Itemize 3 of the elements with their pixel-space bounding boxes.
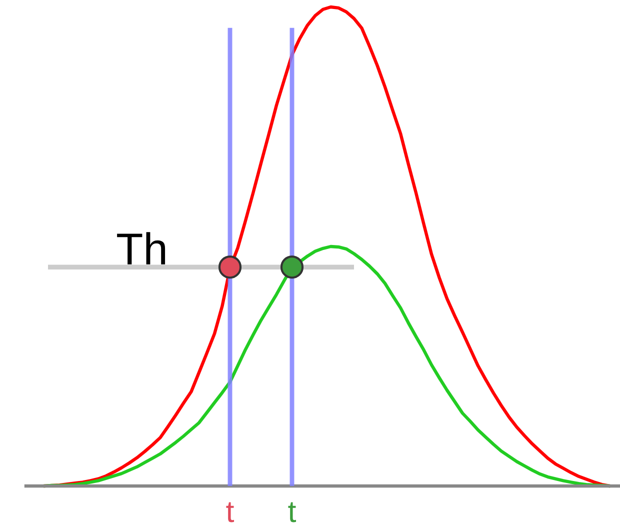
x-tick-label: t [288,502,296,522]
ref-line-label: Th [117,232,166,264]
x-tick-label: t [226,502,234,522]
